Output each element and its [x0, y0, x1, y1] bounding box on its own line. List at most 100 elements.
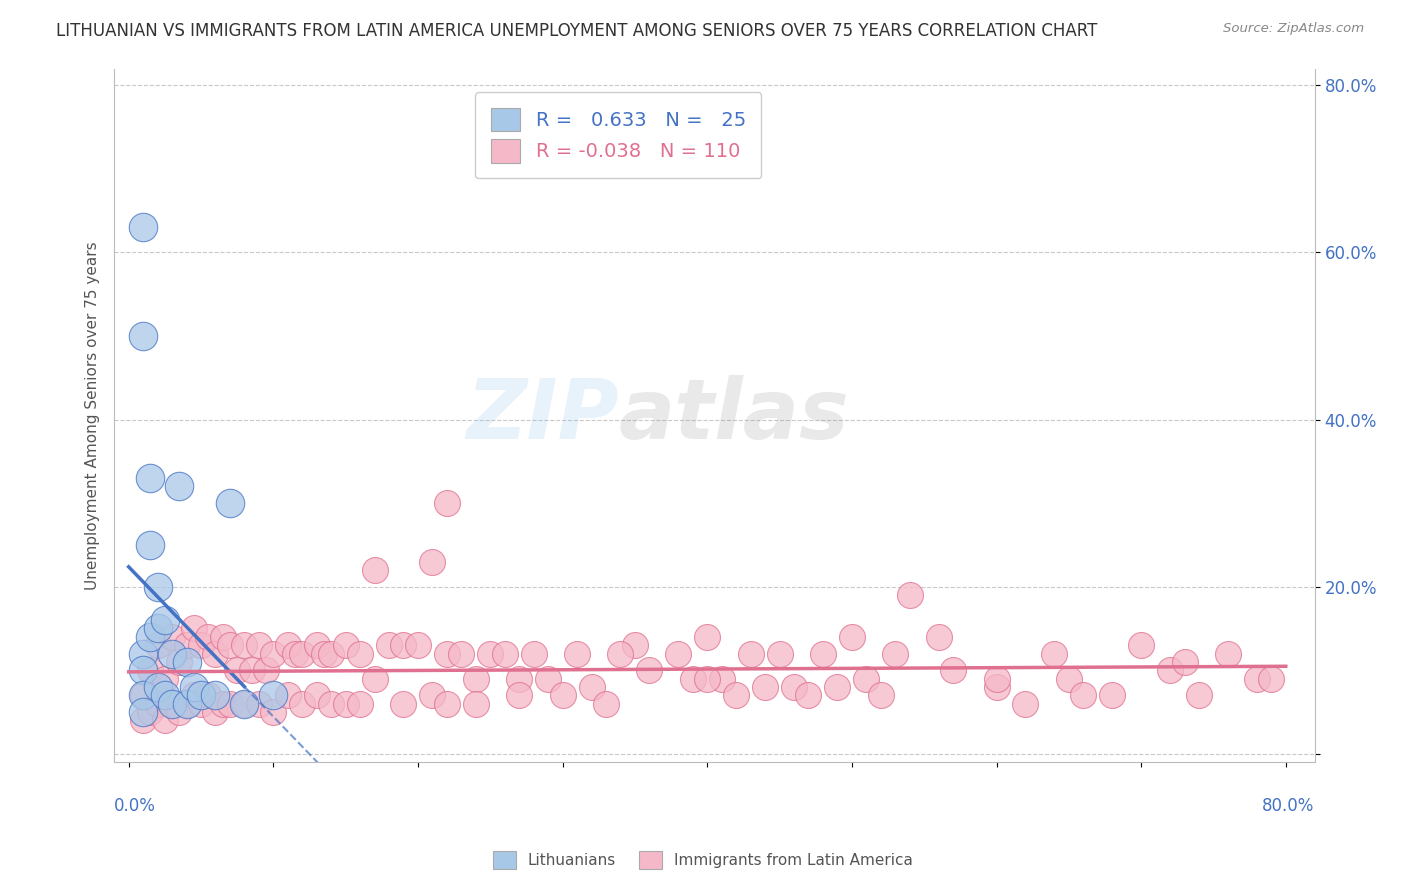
Point — [176, 638, 198, 652]
Point — [754, 680, 776, 694]
Point — [132, 714, 155, 728]
Point — [211, 697, 233, 711]
Point — [146, 680, 169, 694]
Point — [139, 538, 162, 552]
Point — [942, 663, 965, 677]
Point — [436, 697, 458, 711]
Text: atlas: atlas — [619, 375, 849, 456]
Point — [183, 622, 205, 636]
Point — [153, 689, 176, 703]
Point — [609, 647, 631, 661]
Point — [211, 630, 233, 644]
Point — [204, 705, 226, 719]
Point — [197, 630, 219, 644]
Point — [197, 689, 219, 703]
Point — [305, 689, 328, 703]
Point — [160, 697, 183, 711]
Point — [565, 647, 588, 661]
Point — [132, 329, 155, 343]
Point — [508, 689, 530, 703]
Point — [392, 638, 415, 652]
Point — [321, 697, 343, 711]
Point — [262, 689, 284, 703]
Point — [169, 655, 191, 669]
Point — [233, 697, 256, 711]
Point — [139, 630, 162, 644]
Point — [422, 555, 444, 569]
Point — [277, 689, 299, 703]
Point — [783, 680, 806, 694]
Point — [740, 647, 762, 661]
Text: LITHUANIAN VS IMMIGRANTS FROM LATIN AMERICA UNEMPLOYMENT AMONG SENIORS OVER 75 Y: LITHUANIAN VS IMMIGRANTS FROM LATIN AMER… — [56, 22, 1098, 40]
Point — [855, 672, 877, 686]
Point — [335, 697, 357, 711]
Point — [190, 638, 212, 652]
Point — [436, 496, 458, 510]
Text: ZIP: ZIP — [465, 375, 619, 456]
Point — [1159, 663, 1181, 677]
Point — [537, 672, 560, 686]
Point — [494, 647, 516, 661]
Point — [986, 672, 1008, 686]
Point — [768, 647, 790, 661]
Point — [666, 647, 689, 661]
Point — [710, 672, 733, 686]
Point — [291, 697, 314, 711]
Point — [277, 638, 299, 652]
Point — [183, 689, 205, 703]
Point — [363, 563, 385, 577]
Point — [464, 697, 486, 711]
Point — [797, 689, 820, 703]
Point — [169, 479, 191, 493]
Point — [1246, 672, 1268, 686]
Point — [335, 638, 357, 652]
Point — [146, 697, 169, 711]
Point — [146, 622, 169, 636]
Point — [204, 647, 226, 661]
Point — [176, 697, 198, 711]
Point — [262, 705, 284, 719]
Legend: R =   0.633   N =   25, R = -0.038   N = 110: R = 0.633 N = 25, R = -0.038 N = 110 — [475, 92, 762, 178]
Point — [169, 705, 191, 719]
Point — [349, 697, 371, 711]
Point — [305, 638, 328, 652]
Point — [176, 655, 198, 669]
Point — [254, 663, 277, 677]
Point — [1101, 689, 1123, 703]
Point — [153, 672, 176, 686]
Point — [146, 638, 169, 652]
Point — [132, 220, 155, 235]
Point — [247, 697, 270, 711]
Point — [349, 647, 371, 661]
Point — [508, 672, 530, 686]
Point — [581, 680, 603, 694]
Legend: Lithuanians, Immigrants from Latin America: Lithuanians, Immigrants from Latin Ameri… — [486, 845, 920, 875]
Point — [219, 697, 242, 711]
Text: 80.0%: 80.0% — [1263, 797, 1315, 815]
Point — [176, 697, 198, 711]
Point — [160, 697, 183, 711]
Point — [450, 647, 472, 661]
Point — [153, 714, 176, 728]
Point — [898, 588, 921, 602]
Point — [1173, 655, 1195, 669]
Text: Source: ZipAtlas.com: Source: ZipAtlas.com — [1223, 22, 1364, 36]
Point — [378, 638, 401, 652]
Point — [183, 680, 205, 694]
Point — [190, 689, 212, 703]
Point — [321, 647, 343, 661]
Point — [464, 672, 486, 686]
Point — [1260, 672, 1282, 686]
Point — [479, 647, 502, 661]
Point — [219, 638, 242, 652]
Point — [363, 672, 385, 686]
Point — [262, 647, 284, 661]
Point — [160, 630, 183, 644]
Point — [312, 647, 335, 661]
Point — [595, 697, 617, 711]
Point — [233, 638, 256, 652]
Point — [551, 689, 574, 703]
Point — [132, 663, 155, 677]
Point — [219, 496, 242, 510]
Point — [436, 647, 458, 661]
